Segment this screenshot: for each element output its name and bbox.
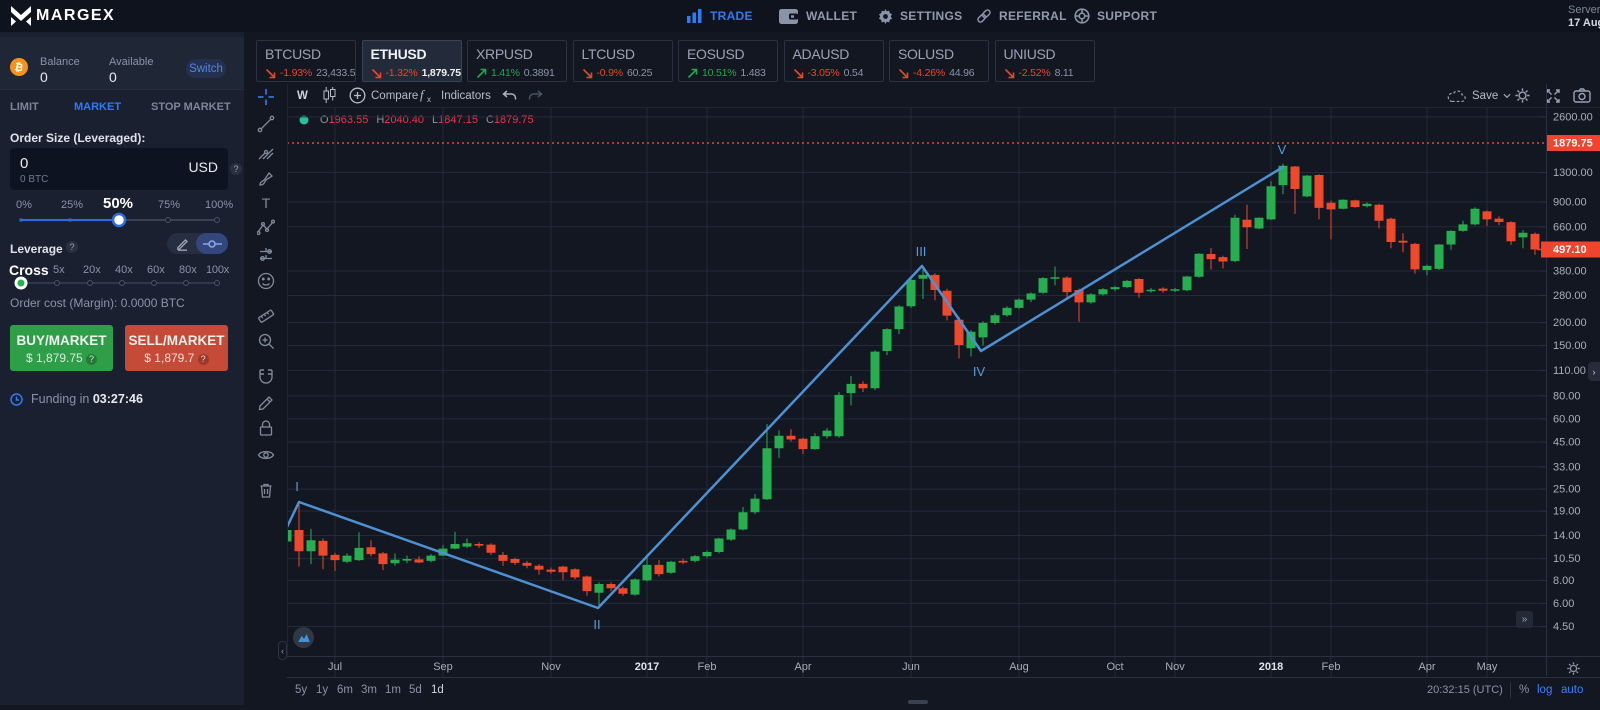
svg-text:280.00: 280.00: [1553, 290, 1587, 302]
svg-text:Apr: Apr: [794, 661, 811, 673]
svg-text:2017: 2017: [635, 661, 659, 673]
svg-text:May: May: [1477, 661, 1498, 673]
svg-text:₿: ₿: [13, 61, 24, 75]
svg-text:80.00: 80.00: [1553, 390, 1581, 402]
svg-text:19.00: 19.00: [1553, 506, 1581, 518]
svg-text:T: T: [262, 195, 271, 211]
svg-text:Apr: Apr: [1418, 661, 1435, 673]
svg-text:2600.00: 2600.00: [1553, 111, 1593, 123]
svg-text:2018: 2018: [1259, 661, 1283, 673]
svg-text:III: III: [916, 244, 927, 259]
svg-text:25.00: 25.00: [1553, 484, 1581, 496]
svg-text:x: x: [427, 95, 431, 103]
svg-text:Oct: Oct: [1106, 661, 1123, 673]
svg-text:Jun: Jun: [902, 661, 920, 673]
svg-text:Jul: Jul: [328, 661, 342, 673]
svg-text:380.00: 380.00: [1553, 266, 1587, 278]
svg-text:150.00: 150.00: [1553, 340, 1587, 352]
svg-text:Nov: Nov: [541, 661, 561, 673]
svg-text:V: V: [1278, 142, 1287, 157]
svg-text:10.50: 10.50: [1553, 553, 1581, 565]
svg-text:200.00: 200.00: [1553, 317, 1587, 329]
svg-text:497.10: 497.10: [1553, 244, 1587, 256]
svg-text:IV: IV: [973, 364, 986, 379]
svg-text:110.00: 110.00: [1553, 365, 1586, 377]
svg-text:1879.75: 1879.75: [1553, 138, 1593, 150]
svg-text:4.50: 4.50: [1553, 621, 1574, 633]
svg-text:60.00: 60.00: [1553, 413, 1581, 425]
svg-text:1300.00: 1300.00: [1553, 167, 1593, 179]
svg-text:I: I: [295, 479, 299, 494]
svg-text:Feb: Feb: [1322, 661, 1341, 673]
svg-text:14.00: 14.00: [1553, 530, 1581, 542]
svg-text:8.00: 8.00: [1553, 575, 1574, 587]
svg-text:Aug: Aug: [1009, 661, 1029, 673]
svg-text:660.00: 660.00: [1553, 221, 1587, 233]
svg-text:II: II: [593, 617, 600, 632]
svg-text:6.00: 6.00: [1553, 598, 1574, 610]
svg-text:45.00: 45.00: [1553, 437, 1581, 449]
svg-text:f: f: [420, 88, 426, 102]
svg-text:Nov: Nov: [1165, 661, 1185, 673]
svg-text:Feb: Feb: [698, 661, 717, 673]
svg-text:Sep: Sep: [433, 661, 453, 673]
svg-text:33.00: 33.00: [1553, 461, 1581, 473]
svg-text:900.00: 900.00: [1553, 196, 1587, 208]
